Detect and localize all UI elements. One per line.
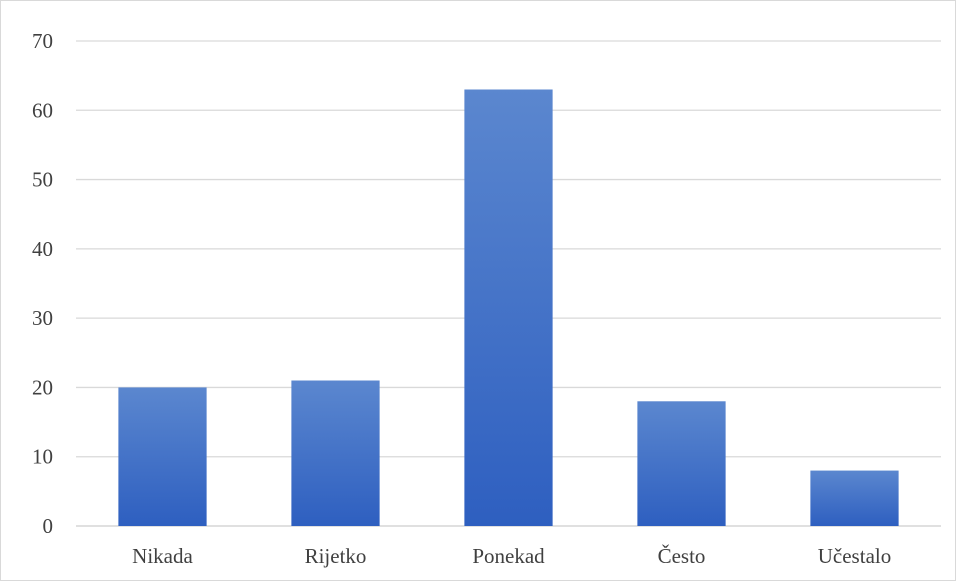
- bars: [118, 89, 899, 526]
- y-tick-label: 60: [32, 98, 53, 122]
- x-tick-label: Učestalo: [818, 544, 891, 568]
- x-tick-label: Ponekad: [472, 544, 545, 568]
- x-axis: Nikada Rijetko Ponekad Često Učestalo: [132, 544, 891, 568]
- y-tick-label: 40: [32, 237, 53, 261]
- x-tick-label: Rijetko: [305, 544, 367, 568]
- y-tick-label: 70: [32, 29, 53, 53]
- bar-1: [118, 387, 207, 526]
- y-tick-label: 0: [43, 514, 54, 538]
- bar-2: [291, 380, 380, 526]
- y-axis: 0 10 20 30 40 50 60 70: [32, 29, 53, 538]
- x-tick-label: Često: [658, 544, 706, 568]
- bar-5: [810, 470, 899, 526]
- y-tick-label: 10: [32, 445, 53, 469]
- y-tick-label: 20: [32, 375, 53, 399]
- x-tick-label: Nikada: [132, 544, 193, 568]
- bar-3: [464, 89, 553, 526]
- y-tick-label: 30: [32, 306, 53, 330]
- y-tick-label: 50: [32, 168, 53, 192]
- bar-4: [637, 401, 726, 526]
